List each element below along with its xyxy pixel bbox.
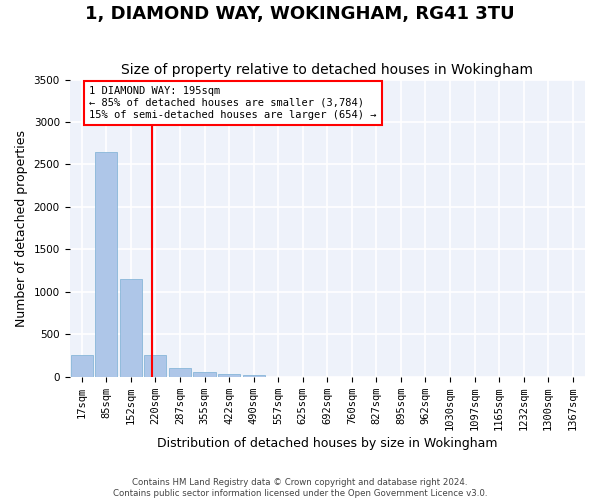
Bar <box>242 375 265 376</box>
Bar <box>218 374 240 376</box>
Text: 1 DIAMOND WAY: 195sqm
← 85% of detached houses are smaller (3,784)
15% of semi-d: 1 DIAMOND WAY: 195sqm ← 85% of detached … <box>89 86 377 120</box>
Bar <box>71 356 93 376</box>
Bar <box>169 368 191 376</box>
Y-axis label: Number of detached properties: Number of detached properties <box>15 130 28 326</box>
Bar <box>145 354 166 376</box>
Text: 1, DIAMOND WAY, WOKINGHAM, RG41 3TU: 1, DIAMOND WAY, WOKINGHAM, RG41 3TU <box>85 5 515 23</box>
Title: Size of property relative to detached houses in Wokingham: Size of property relative to detached ho… <box>121 63 533 77</box>
Bar <box>193 372 215 376</box>
Bar <box>120 279 142 376</box>
Bar <box>95 152 118 376</box>
Text: Contains HM Land Registry data © Crown copyright and database right 2024.
Contai: Contains HM Land Registry data © Crown c… <box>113 478 487 498</box>
X-axis label: Distribution of detached houses by size in Wokingham: Distribution of detached houses by size … <box>157 437 497 450</box>
